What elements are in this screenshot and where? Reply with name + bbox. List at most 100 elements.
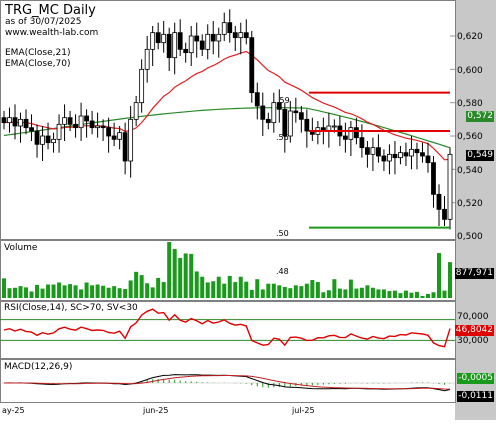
volume-bar: [442, 290, 447, 298]
volume-bar: [51, 284, 56, 298]
volume-bar: [183, 253, 188, 298]
candle-body: [29, 127, 34, 132]
candle-body: [348, 127, 354, 140]
ema21-label: EMA(Close,21): [5, 48, 71, 58]
candle-body: [40, 135, 45, 145]
candle-body: [12, 117, 18, 127]
candle-body: [227, 22, 233, 34]
ema70-label: EMA(Close,70): [5, 59, 71, 69]
candle-body: [199, 40, 205, 50]
candle-body: [381, 155, 387, 162]
candle-body: [254, 92, 260, 107]
volume-bar: [326, 290, 331, 298]
volume-bar: [249, 289, 254, 298]
y-tick-0520: 0,520: [457, 199, 483, 209]
candle-body: [56, 123, 62, 140]
candle-body: [73, 123, 78, 129]
volume-bar: [29, 291, 34, 298]
volume-overlay-label: .48: [276, 267, 289, 276]
volume-bar: [288, 288, 293, 298]
volume-bar: [238, 276, 243, 298]
volume-bar: [315, 282, 320, 298]
macd-lines: [0, 374, 455, 392]
volume-bar: [266, 283, 271, 298]
volume-bar: [376, 289, 381, 298]
volume-bar: [354, 288, 359, 298]
candle-body: [117, 132, 123, 140]
volume-bar: [332, 279, 337, 298]
volume-bar: [172, 248, 177, 298]
candle-body: [100, 125, 106, 129]
volume-bar: [403, 290, 408, 298]
volume-bar: [112, 286, 117, 298]
macd-signal-tag: -0,0005: [457, 373, 494, 384]
rsi-upper-label: 70,000: [457, 312, 489, 322]
volume-bar: [425, 293, 430, 298]
candles: [1, 9, 453, 230]
y-tick-0580: 0,580: [457, 99, 483, 109]
volume-bar: [46, 284, 51, 298]
candle-body: [95, 125, 101, 129]
candle-body: [232, 32, 238, 39]
candle-body: [210, 33, 216, 42]
candle-body: [365, 147, 370, 155]
candle-body: [403, 152, 409, 157]
candle-body: [276, 102, 282, 110]
volume-bar: [7, 288, 12, 298]
candle-body: [271, 102, 277, 124]
candle-body: [183, 48, 189, 54]
volume-bar: [227, 275, 232, 298]
volume-bar: [101, 285, 106, 298]
candle-body: [409, 148, 414, 157]
website-link[interactable]: www.wealth-lab.com: [5, 28, 99, 38]
volume-bar: [106, 287, 111, 298]
candle-body: [144, 48, 150, 70]
volume-bar: [337, 288, 342, 298]
candle-body: [122, 132, 128, 162]
volume-bar: [156, 277, 161, 298]
candle-body: [161, 33, 167, 44]
volume-bar: [271, 283, 276, 298]
candle-body: [67, 117, 73, 125]
candle-body: [282, 108, 288, 137]
candle-body: [353, 127, 359, 139]
candle-body: [392, 153, 398, 159]
candle-body: [139, 68, 145, 104]
volume-bar: [365, 285, 370, 298]
volume-bar: [205, 282, 210, 298]
volume-bar: [200, 276, 205, 298]
candle-body: [359, 137, 365, 149]
rsi-line: [0, 308, 455, 348]
volume-bars: [2, 242, 452, 298]
volume-bar: [420, 295, 425, 298]
volume-bar: [68, 284, 73, 298]
candle-body: [150, 32, 156, 50]
volume-bar: [244, 281, 249, 298]
rsi-lower-label: 30,000: [457, 336, 489, 346]
candle-body: [293, 110, 299, 114]
volume-bar: [216, 276, 221, 298]
volume-bar: [90, 285, 95, 298]
candle-body: [1, 117, 7, 124]
y-tick-0540: 0,540: [457, 166, 483, 176]
volume-bar: [431, 292, 436, 298]
rsi-value-tag: 46,8042: [454, 325, 494, 336]
volume-bar: [84, 282, 89, 298]
volume-bar: [321, 292, 326, 298]
candle-body: [84, 115, 89, 122]
x-label-jun: jun-25: [143, 406, 169, 415]
candle-body: [414, 148, 420, 154]
volume-bar: [359, 287, 364, 298]
candle-body: [78, 115, 84, 129]
candle-body: [243, 32, 249, 39]
volume-bar: [145, 283, 150, 298]
volume-bar: [222, 283, 227, 298]
volume-bar: [161, 282, 166, 298]
ema21-line: [3, 50, 451, 161]
candle-body: [205, 33, 211, 50]
candle-body: [216, 33, 222, 42]
candle-body: [287, 110, 293, 137]
candle-body: [18, 118, 23, 127]
candle-body: [166, 33, 172, 59]
